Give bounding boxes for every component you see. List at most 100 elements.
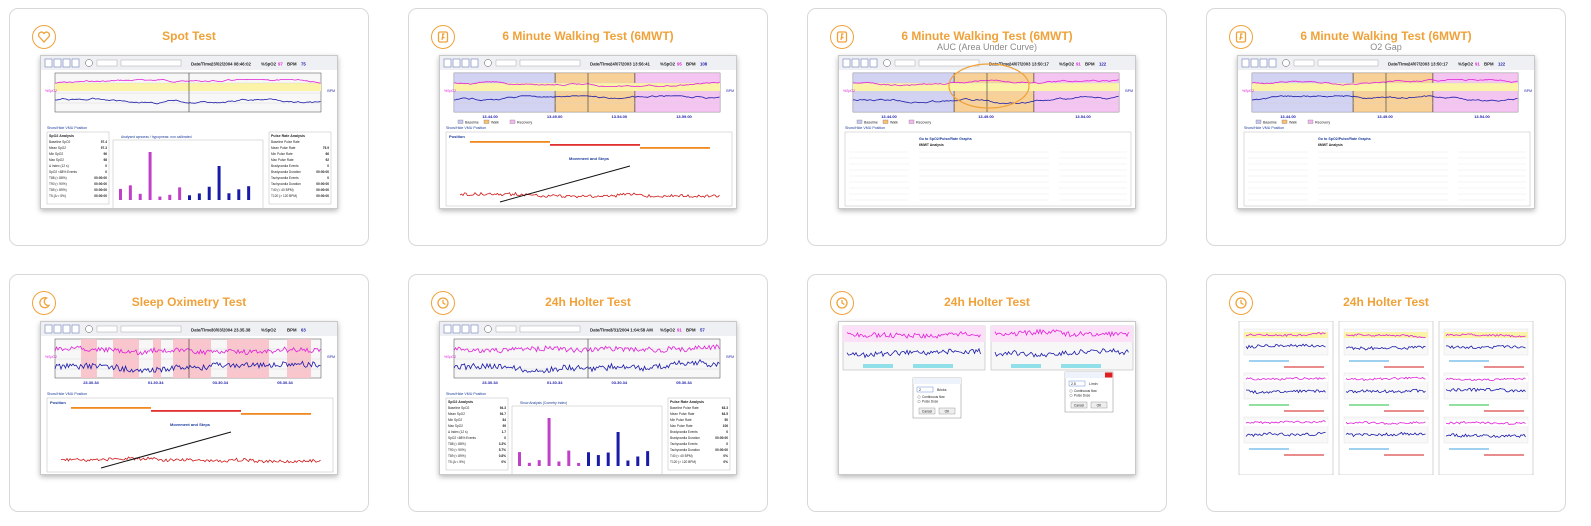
screenshot-preview[interactable] [1237,321,1535,475]
time-scrollbar[interactable] [120,59,182,67]
legend-swatch[interactable] [856,119,863,124]
close-icon[interactable] [953,378,961,384]
flow-input[interactable] [1068,380,1086,387]
time-scrollbar[interactable] [1317,59,1379,67]
toolbar-button[interactable] [860,58,869,68]
zoom-select[interactable] [894,59,916,67]
legend-swatch[interactable] [882,119,889,124]
y-axis-label: %SpO2 [1242,89,1254,93]
toolbar-button[interactable] [461,324,470,334]
time-scrollbar[interactable] [918,59,980,67]
cancel-button[interactable] [1070,401,1088,409]
radio-label: Pulse Dose [1074,394,1091,398]
legend-swatch[interactable] [908,119,915,124]
table-row-value: 63.3 [722,406,728,410]
play-button[interactable] [883,59,891,67]
play-button[interactable] [85,325,93,333]
zoom-select[interactable] [495,325,517,333]
toolbar-button[interactable] [1250,58,1259,68]
card-holter-report[interactable]: 24h Holter Test [1206,274,1566,512]
radio-button[interactable] [917,395,921,399]
toolbar-button[interactable] [44,324,53,334]
zoom-select[interactable] [1293,59,1315,67]
toolbar-button[interactable] [851,58,860,68]
flow-input[interactable] [916,386,934,393]
baseline-band [853,73,955,112]
table-row-value: 94.3 [500,406,506,410]
time-scrollbar[interactable] [519,325,581,333]
moon-icon-badge [32,291,56,315]
toolbar-button[interactable] [461,58,470,68]
screenshot-preview[interactable]: Date/Time 24/07/2003 13:56:41 %SpO2 95 BPM 10… [439,55,737,209]
table-title: SpO2 Analysis [49,134,74,138]
toolbar-button[interactable] [1241,58,1250,68]
screenshot-preview[interactable]: Date/Time 24/07/2003 13:50:17 %SpO2 91 BPM 12… [1237,55,1535,209]
ok-button[interactable] [938,407,956,415]
table-row-label: T5 (Δ < 5%) [448,460,465,464]
toolbar-button[interactable] [44,58,53,68]
play-button[interactable] [1282,59,1290,67]
legend-swatch[interactable] [483,119,490,124]
toolbar-button[interactable] [53,324,62,334]
table-row-value: 0 [105,164,107,168]
legend-swatch[interactable] [1307,119,1314,124]
card-6mwt-o2gap[interactable]: 6 Minute Walking Test (6MWT) O2 Gap Date/T… [1206,8,1566,246]
screenshot-preview[interactable]: Date/Time 3/31/2004 1:04:58 AM %SpO2 91 BPM 5… [439,321,737,475]
datetime-value: 24/07/2003 13:50:17 [1009,62,1050,67]
table-row-value: 5.7% [499,448,506,452]
screenshot-preview[interactable]: 2 Bricks Continuous flow Pulse Dose Cancel OK… [838,321,1136,475]
toolbar-button[interactable] [443,58,452,68]
toolbar-button[interactable] [71,324,80,334]
time-scrollbar[interactable] [120,325,182,333]
screenshot-preview[interactable]: Date/Time 24/07/2003 13:50:17 %SpO2 91 BPM 12… [838,55,1136,209]
toolbar-button[interactable] [470,324,479,334]
screenshot-preview[interactable]: Date/Time 30/03/2004 23.35.38 %SpO2 BPM 63 %S… [40,321,338,475]
toolbar-button[interactable] [71,58,80,68]
radio-button[interactable] [1069,389,1073,393]
toolbar-button[interactable] [470,58,479,68]
walking-icon-badge [830,25,854,49]
time-scrollbar[interactable] [519,59,581,67]
graphs-link: Go to SpO2/Pulse/Rate Graphs [919,137,972,141]
radio-button[interactable] [1069,394,1073,397]
y-axis-label-right: BPM [726,89,734,93]
toolbar-button[interactable] [452,324,461,334]
card-sleep-oximetry[interactable]: Sleep Oximetry Test Date/Time 30/03/2004 2… [9,274,369,512]
toolbar-button[interactable] [1268,58,1277,68]
bpm-trace [54,97,321,105]
toolbar-button[interactable] [53,58,62,68]
card-holter-analysis[interactable]: 24h Holter Test Date/Time 3/31/2004 1:04:5… [408,274,768,512]
card-6mwt[interactable]: 6 Minute Walking Test (6MWT) Date/Time 24/… [408,8,768,246]
ok-button[interactable] [1090,401,1108,409]
toolbar-button[interactable] [1259,58,1268,68]
toolbar-button[interactable] [869,58,878,68]
radio-button[interactable] [917,400,921,403]
play-button[interactable] [484,325,492,333]
toolbar-button[interactable] [842,58,851,68]
screenshot-preview[interactable]: Date/Time 23/02/2004 08:46:02 %SpO2 97 BPM 75… [40,55,338,209]
spo2-label: %SpO2 [660,62,676,67]
legend-swatch[interactable] [509,119,516,124]
play-button[interactable] [484,59,492,67]
card-spot-test[interactable]: Spot Test Date/Time 23/02/2004 08:46:02 %Sp… [9,8,369,246]
legend-swatch[interactable] [1281,119,1288,124]
threshold-band [55,83,321,91]
close-icon[interactable] [1105,372,1113,378]
zoom-select[interactable] [495,59,517,67]
toolbar-button[interactable] [62,58,71,68]
zoom-select[interactable] [96,59,118,67]
o2-period [1061,364,1101,368]
legend-label: Walk [890,121,898,125]
toolbar-button[interactable] [452,58,461,68]
card-6mwt-auc[interactable]: 6 Minute Walking Test (6MWT) AUC (Area Un… [807,8,1167,246]
legend-swatch[interactable] [457,119,464,124]
legend-swatch[interactable] [1255,119,1262,124]
cancel-button[interactable] [918,407,936,415]
toolbar-button[interactable] [443,324,452,334]
toolbar-button[interactable] [62,324,71,334]
screenshot-canvas: Date/Time 3/31/2004 1:04:58 AM %SpO2 91 BPM 5… [440,322,736,474]
datetime-label: Date/Time [989,62,1010,67]
card-holter-o2[interactable]: 24h Holter Test 2 Bricks Continuous flow Pul… [807,274,1167,512]
play-button[interactable] [85,59,93,67]
zoom-select[interactable] [96,325,118,333]
